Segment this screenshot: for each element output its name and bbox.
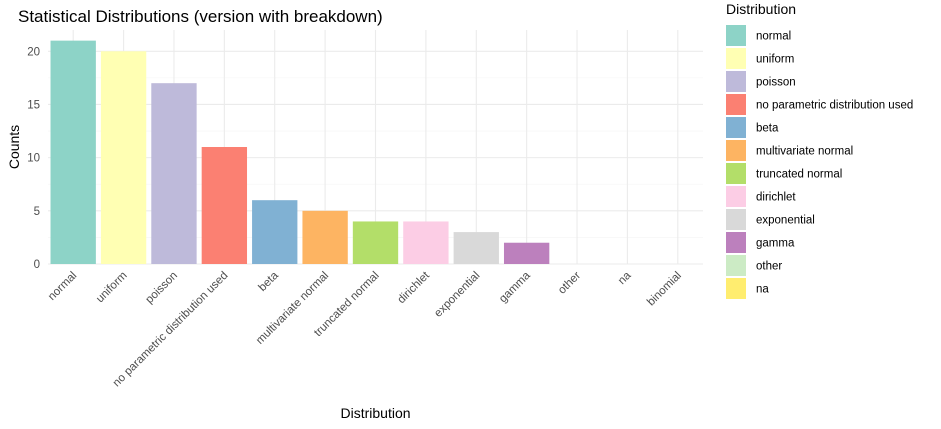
x-axis-title: Distribution: [340, 405, 410, 421]
legend-key-poisson: [726, 71, 746, 92]
bar-truncated-normal: [352, 221, 399, 264]
legend-key-exponential: [726, 209, 746, 230]
bar-multivariate-normal: [302, 210, 348, 264]
x-tick-label: exponential: [432, 270, 482, 320]
legend-key-no-parametric-distribution-used: [726, 94, 746, 115]
legend-label: uniform: [756, 54, 794, 66]
x-tick-label: dirichlet: [395, 269, 432, 306]
x-tick-label: na: [616, 269, 634, 287]
legend-label: gamma: [756, 238, 795, 250]
y-axis-ticks: 0 5 10 15 20: [27, 46, 40, 271]
legend-label: truncated normal: [756, 169, 842, 181]
legend: Distribution normal uniform poisson no para…: [726, 1, 913, 299]
legend-label: other: [756, 261, 782, 273]
legend-key-na: [726, 278, 746, 299]
y-tick-label: 5: [34, 206, 40, 218]
legend-label: beta: [756, 123, 779, 135]
bars: [50, 40, 550, 264]
x-tick-label: gamma: [497, 269, 533, 305]
x-tick-label: other: [556, 270, 583, 297]
legend-key-uniform: [726, 48, 746, 69]
legend-label: dirichlet: [756, 192, 796, 204]
chart-title: Statistical Distributions (version with …: [18, 7, 383, 26]
legend-label: exponential: [756, 215, 815, 227]
y-tick-label: 20: [27, 46, 40, 58]
legend-title: Distribution: [726, 1, 796, 17]
legend-key-beta: [726, 117, 746, 138]
legend-key-dirichlet: [726, 186, 746, 207]
legend-key-other: [726, 255, 746, 276]
legend-label: normal: [756, 31, 791, 43]
x-tick-label: normal: [46, 270, 79, 303]
x-tick-label: no parametric distribution used: [111, 270, 231, 390]
x-tick-label: beta: [257, 269, 282, 294]
legend-key-gamma: [726, 232, 746, 253]
bar-gamma: [503, 242, 550, 264]
bar-dirichlet: [403, 221, 449, 264]
legend-key-normal: [726, 25, 746, 46]
legend-label: na: [756, 284, 769, 296]
x-tick-label: uniform: [94, 270, 130, 306]
bar-beta: [252, 200, 298, 264]
legend-label: multivariate normal: [756, 146, 853, 158]
bar-no-parametric-distribution-used: [201, 147, 248, 264]
y-tick-label: 15: [27, 99, 40, 111]
y-axis-title: Counts: [6, 125, 22, 169]
x-tick-label: binomial: [645, 270, 684, 309]
legend-label: poisson: [756, 77, 796, 89]
y-tick-label: 10: [27, 153, 40, 165]
bar-normal: [50, 40, 96, 264]
legend-label: no parametric distribution used: [756, 100, 913, 112]
bar-poisson: [151, 83, 197, 264]
bar-exponential: [453, 232, 499, 264]
bar-uniform: [100, 51, 147, 264]
x-tick-label: poisson: [144, 270, 181, 307]
y-tick-label: 0: [34, 259, 40, 271]
legend-key-multivariate-normal: [726, 140, 746, 161]
legend-key-truncated-normal: [726, 163, 746, 184]
